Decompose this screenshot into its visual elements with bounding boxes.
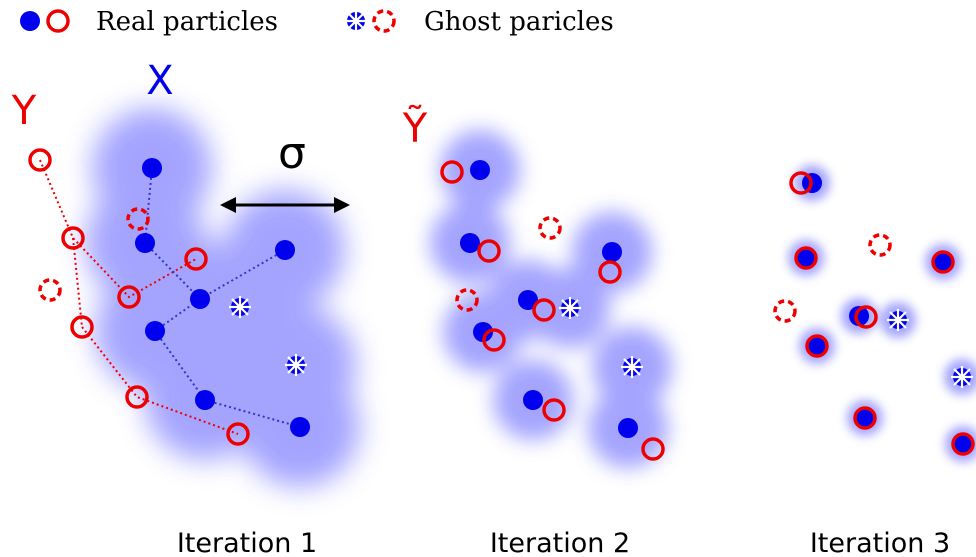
- iteration-label: Iteration 2: [490, 528, 630, 557]
- label-y-tilde: Ỹ: [402, 104, 428, 152]
- legend-ghost: Ghost paricles: [424, 7, 614, 37]
- sigma-arrow: [220, 197, 350, 213]
- legend-real: Real particles: [96, 7, 278, 37]
- iteration-label: Iteration 3: [810, 528, 950, 557]
- label-sigma: σ: [278, 128, 306, 179]
- iteration-label: Iteration 1: [177, 528, 317, 557]
- label-x: X: [146, 58, 173, 104]
- label-y: Y: [11, 88, 37, 134]
- legend: Real particles Ghost paricles: [20, 7, 614, 37]
